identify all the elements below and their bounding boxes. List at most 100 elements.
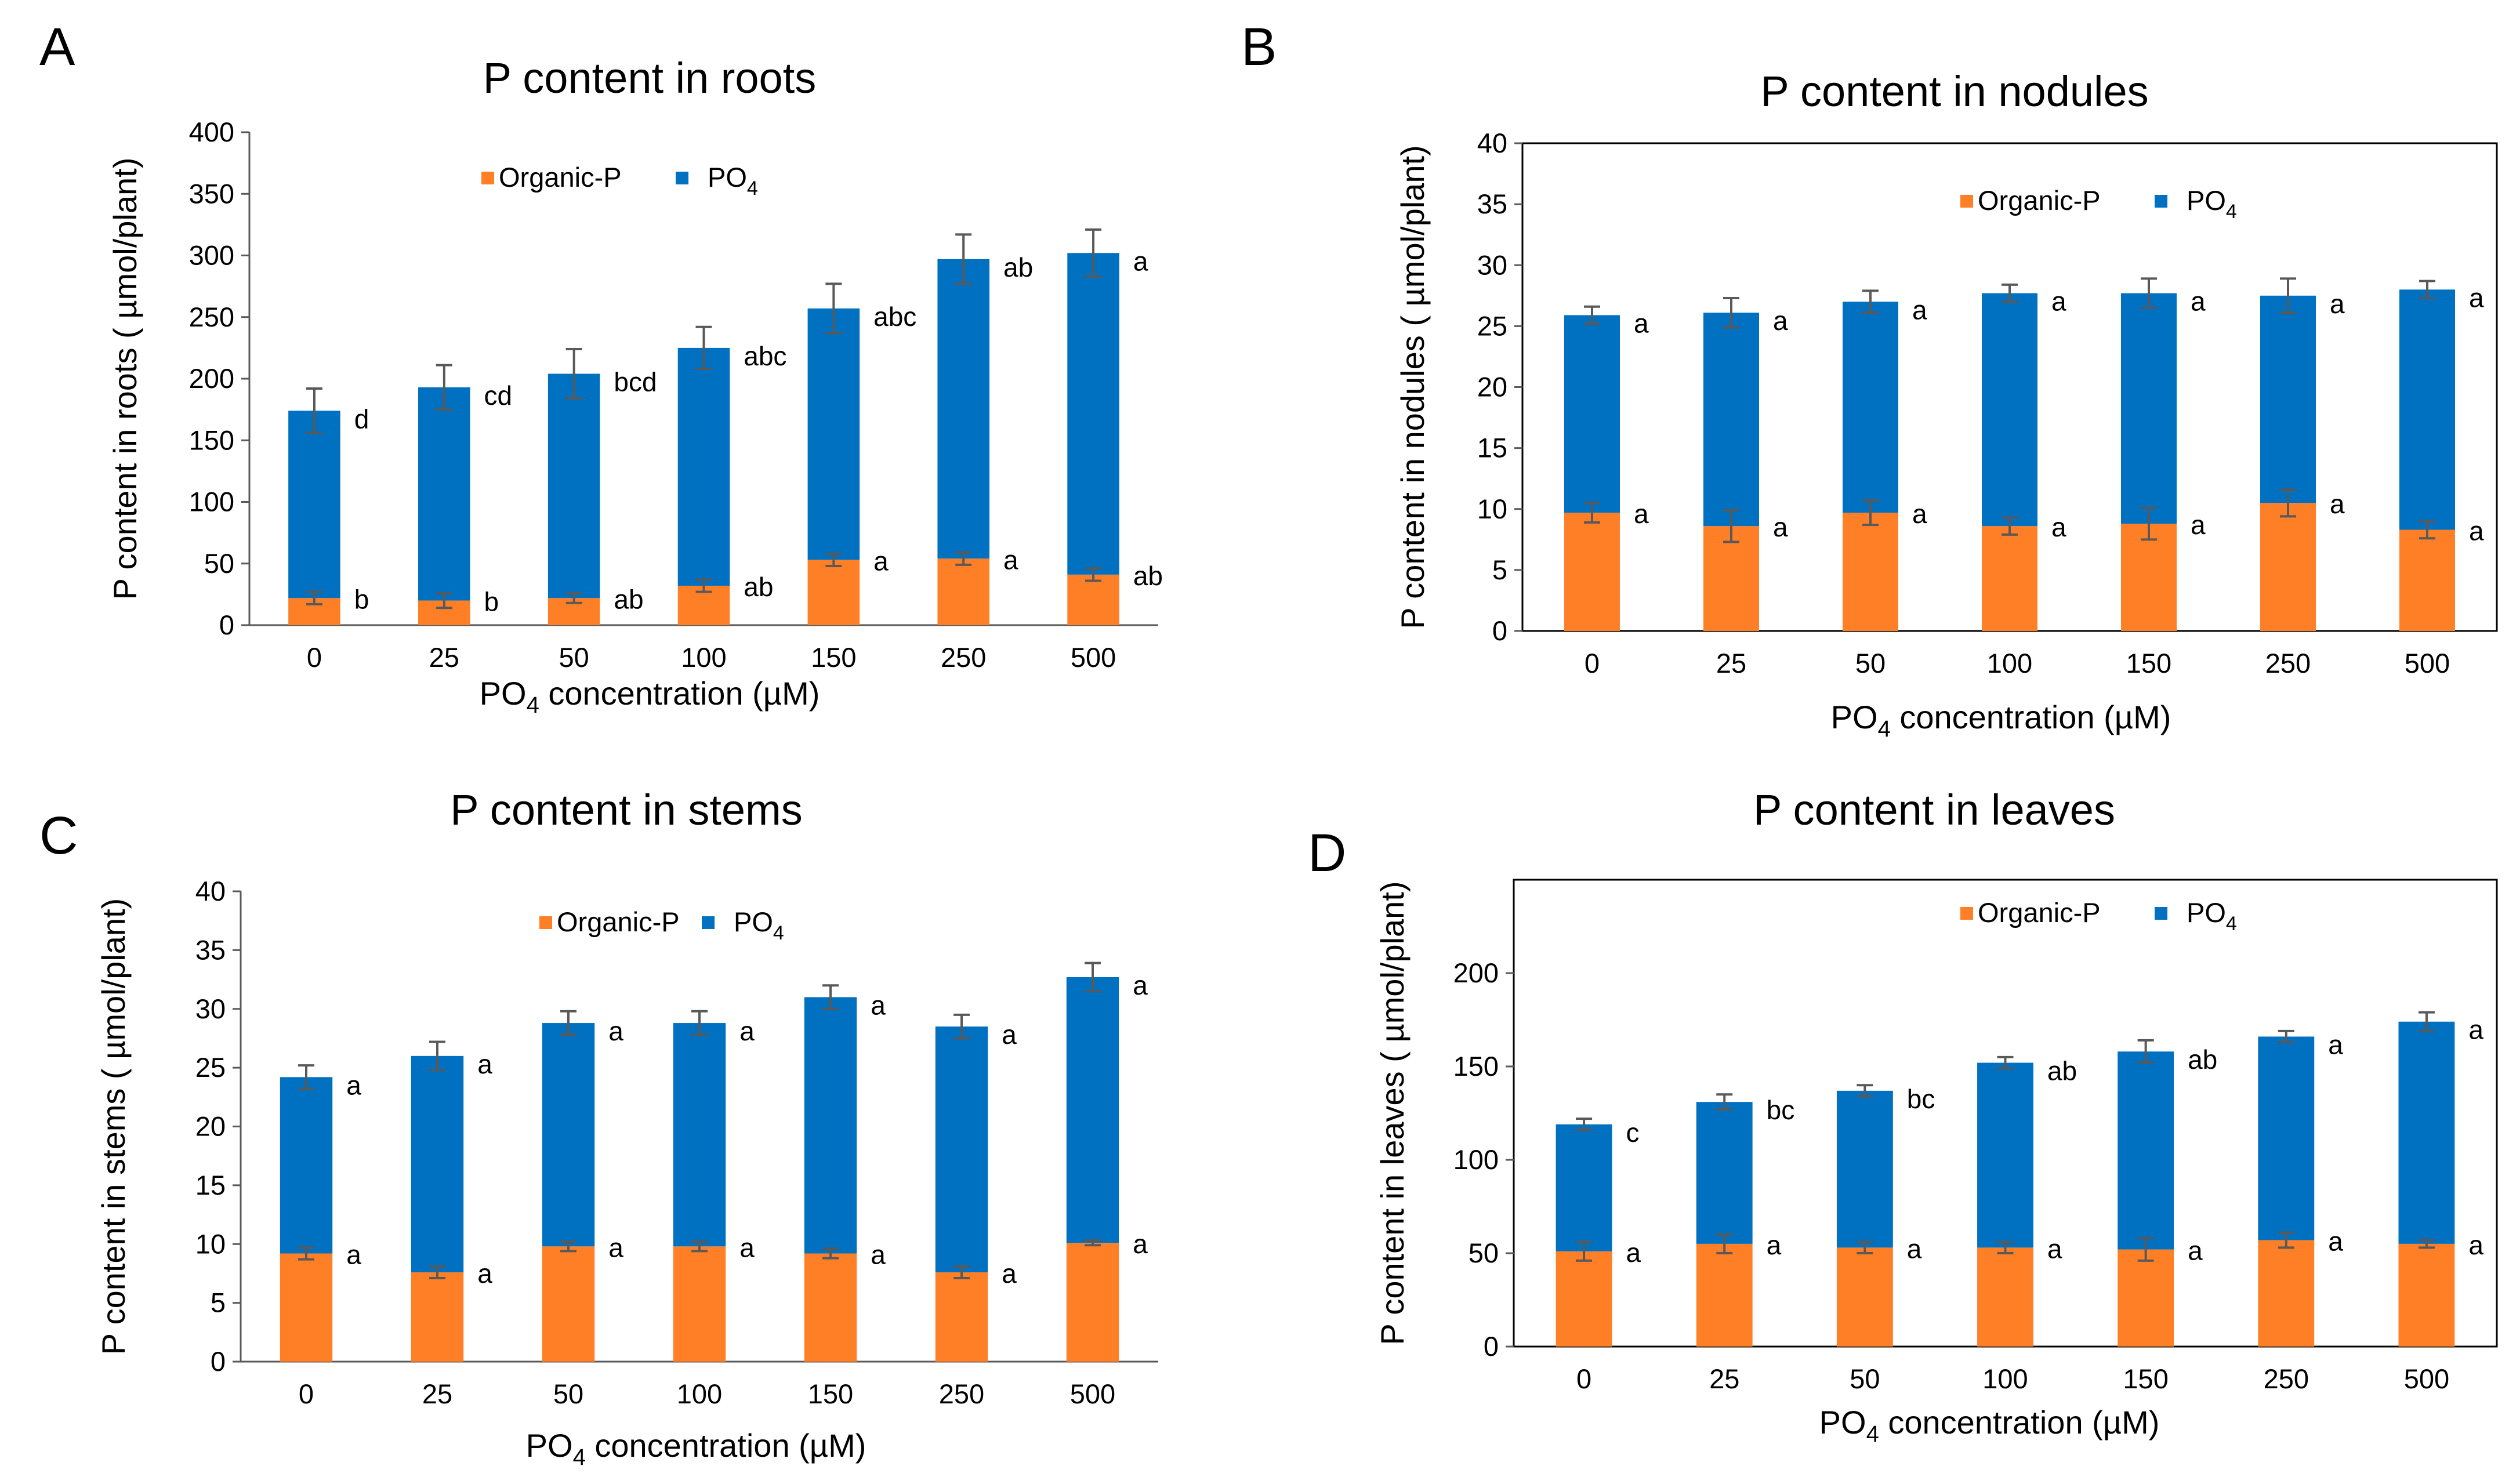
bar-po4 xyxy=(418,387,470,601)
bar-po4 xyxy=(935,1026,988,1272)
x-tick-label: 50 xyxy=(559,642,589,673)
significance-letter-organic-p: a xyxy=(2468,1230,2483,1260)
chart-title: P content in nodules xyxy=(1760,67,2148,115)
significance-letter-po4: a xyxy=(2051,286,2066,317)
x-tick-label: 250 xyxy=(2265,648,2311,678)
x-tick-label: 250 xyxy=(941,642,986,673)
x-tick-label: 0 xyxy=(1585,648,1600,678)
x-tick-label: 0 xyxy=(307,642,322,673)
x-tick-label: 0 xyxy=(1576,1363,1591,1394)
x-axis-label: PO4 concentration (µM) xyxy=(1819,1404,2160,1447)
significance-letter-organic-p: ab xyxy=(1133,561,1163,591)
significance-letter-organic-p: b xyxy=(354,584,369,614)
significance-letter-po4: d xyxy=(354,404,369,434)
significance-letter-organic-p: a xyxy=(1912,499,1927,529)
y-tick-label: 35 xyxy=(1477,188,1507,219)
bar-po4 xyxy=(2399,289,2455,530)
y-tick-label: 15 xyxy=(195,1170,226,1200)
bar-po4 xyxy=(2260,295,2316,503)
bar-po4 xyxy=(548,373,600,598)
significance-letter-organic-p: a xyxy=(873,546,889,576)
legend-swatch-po4 xyxy=(676,172,688,184)
x-axis-label: PO4 concentration (µM) xyxy=(480,675,820,718)
x-tick-label: 100 xyxy=(1982,1363,2028,1394)
significance-letter-po4: cd xyxy=(484,380,513,411)
x-axis-label-rest: concentration (µM) xyxy=(1879,1404,2160,1441)
legend-label-po4-sub: 4 xyxy=(773,922,784,944)
x-axis-label-sub: 4 xyxy=(527,692,539,718)
x-axis-label: PO4 concentration (µM) xyxy=(1831,699,2171,742)
x-axis-label-rest: concentration (µM) xyxy=(586,1427,866,1464)
y-tick-label: 0 xyxy=(1492,615,1507,646)
y-tick-label: 35 xyxy=(195,934,226,965)
bar-organic-p xyxy=(1067,574,1119,625)
significance-letter-po4: a xyxy=(1133,246,1148,276)
legend-swatch-po4 xyxy=(2155,907,2167,920)
y-axis-label: P content in leaves ( µmol/plant) xyxy=(1374,881,1411,1345)
significance-letter-po4: a xyxy=(739,1016,755,1046)
bar-po4 xyxy=(1564,315,1620,513)
significance-letter-po4: abc xyxy=(873,302,916,332)
chart-title: P content in leaves xyxy=(1753,786,2115,834)
bar-po4 xyxy=(673,1023,726,1247)
legend-label-organic-p: Organic-P xyxy=(1978,897,2101,928)
significance-letter-organic-p: a xyxy=(1003,545,1018,575)
significance-letter-organic-p: a xyxy=(1773,512,1788,542)
legend-label-po4-main: PO xyxy=(708,162,747,193)
x-tick-label: 50 xyxy=(553,1378,583,1409)
significance-letter-po4: a xyxy=(1912,295,1927,325)
y-tick-label: 15 xyxy=(1477,433,1507,463)
y-tick-label: 25 xyxy=(195,1052,226,1083)
x-tick-label: 25 xyxy=(429,642,459,673)
bar-po4 xyxy=(280,1077,333,1254)
bar-po4 xyxy=(2398,1021,2455,1244)
y-tick-label: 50 xyxy=(204,548,234,579)
y-axis-label: P content in roots ( µmol/plant) xyxy=(107,158,143,600)
significance-letter-po4: a xyxy=(346,1070,361,1100)
y-tick-label: 20 xyxy=(1477,372,1507,402)
y-tick-label: 150 xyxy=(1453,1051,1499,1082)
significance-letter-organic-p: a xyxy=(1002,1258,1017,1289)
bar-po4 xyxy=(411,1055,464,1272)
x-tick-label: 150 xyxy=(811,642,856,673)
legend-label-po4-main: PO xyxy=(2187,185,2226,216)
x-axis-label-main: PO xyxy=(1819,1404,1866,1441)
bar-po4 xyxy=(677,347,730,586)
significance-letter-organic-p: a xyxy=(739,1232,755,1262)
legend-swatch-organic-p xyxy=(539,916,552,929)
x-axis-label-sub: 4 xyxy=(1866,1421,1879,1447)
significance-letter-organic-p: a xyxy=(2188,1236,2203,1266)
x-tick-label: 100 xyxy=(681,642,726,673)
significance-letter-po4: a xyxy=(1133,970,1148,1000)
bar-organic-p xyxy=(2118,1249,2174,1347)
legend-label-po4-sub: 4 xyxy=(2226,201,2237,223)
y-tick-label: 10 xyxy=(1477,494,1507,524)
legend-swatch-organic-p xyxy=(1960,907,1973,920)
y-tick-label: 50 xyxy=(1469,1238,1499,1268)
legend-label-po4-main: PO xyxy=(2187,897,2226,928)
x-tick-label: 50 xyxy=(1855,648,1886,678)
significance-letter-po4: c xyxy=(1626,1117,1640,1148)
y-tick-label: 0 xyxy=(219,609,234,640)
chart-panel-a: AP content in roots050100150200250300350… xyxy=(39,17,1163,718)
chart-panel-b: B P content in nodules 0 5 10 15 20 25 30 35 40 a a 0… xyxy=(1241,17,2498,742)
bar-organic-p xyxy=(2258,1240,2315,1347)
bar-organic-p xyxy=(807,560,860,625)
significance-letter-po4: a xyxy=(2328,1029,2343,1060)
y-tick-label: 5 xyxy=(211,1287,226,1318)
bar-po4 xyxy=(937,259,989,559)
significance-letter-po4: a xyxy=(608,1016,623,1046)
x-tick-label: 0 xyxy=(299,1378,314,1409)
x-tick-label: 150 xyxy=(2123,1363,2168,1394)
bar-organic-p xyxy=(1843,513,1898,631)
bar-organic-p xyxy=(2398,1243,2455,1347)
bar-organic-p xyxy=(2121,523,2177,631)
bar-po4 xyxy=(1982,293,2037,527)
bar-organic-p xyxy=(411,1272,464,1362)
x-tick-label: 250 xyxy=(2264,1363,2309,1394)
significance-letter-organic-p: a xyxy=(2047,1233,2062,1264)
y-tick-label: 5 xyxy=(1492,554,1507,585)
significance-letter-organic-p: a xyxy=(1626,1238,1641,1268)
y-tick-label: 300 xyxy=(189,240,234,271)
y-tick-label: 0 xyxy=(211,1346,226,1377)
